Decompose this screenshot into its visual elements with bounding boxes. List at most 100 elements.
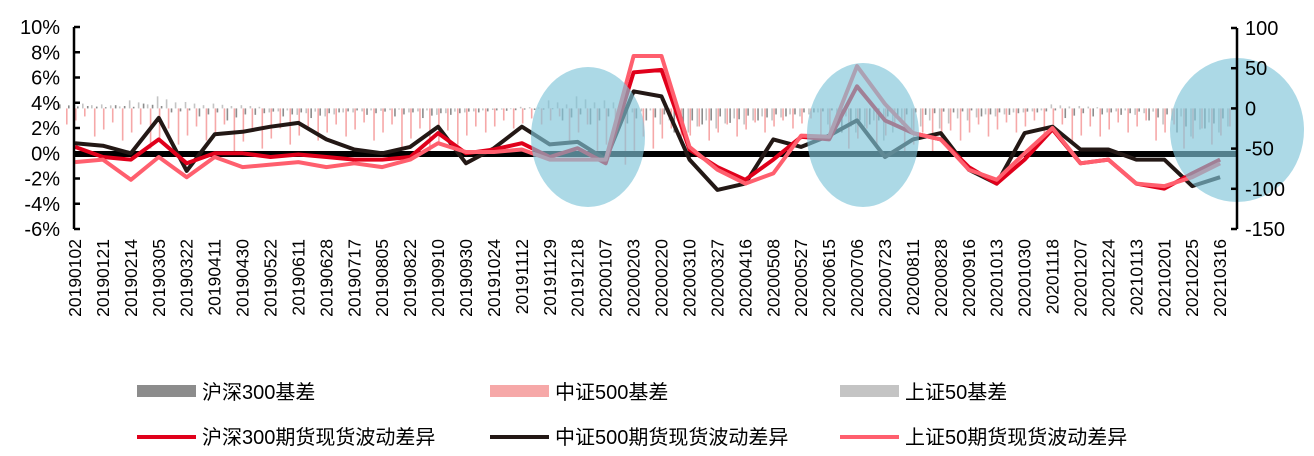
- basis-bar: [184, 101, 187, 109]
- right-tick-label: 100: [1245, 18, 1278, 40]
- basis-bar: [509, 108, 512, 110]
- basis-bar: [961, 108, 964, 112]
- basis-bar: [272, 108, 275, 112]
- basis-bar: [495, 108, 498, 111]
- basis-bar: [1099, 108, 1102, 137]
- basis-bar: [139, 108, 142, 125]
- series-line-1: [74, 89, 1221, 192]
- left-tick-label: -2%: [24, 169, 60, 191]
- basis-bar: [652, 108, 655, 149]
- left-tick-label: 6%: [31, 68, 60, 90]
- legend-swatch-bar: [840, 385, 899, 397]
- basis-bar: [305, 108, 308, 114]
- left-tick-label: 8%: [31, 42, 60, 64]
- x-tick-label: 20190522: [261, 239, 281, 317]
- basis-bar: [701, 108, 703, 125]
- basis-bar: [384, 108, 386, 112]
- basis-bar: [254, 108, 257, 115]
- basis-bar: [244, 108, 247, 115]
- basis-bar: [994, 108, 997, 117]
- basis-bar: [401, 108, 403, 149]
- basis-bar: [640, 108, 643, 112]
- basis-bar: [952, 108, 955, 113]
- x-tick-label: 20200107: [596, 239, 616, 317]
- basis-bar: [174, 102, 177, 109]
- basis-bar: [782, 108, 784, 121]
- basis-bar: [314, 108, 317, 112]
- basis-bar: [500, 108, 503, 110]
- basis-bar: [223, 108, 226, 125]
- basis-bar: [242, 108, 245, 142]
- basis-bar: [270, 108, 273, 139]
- x-tick-label: 20190930: [456, 239, 476, 317]
- basis-bar: [710, 108, 712, 121]
- basis-bar: [519, 106, 522, 109]
- basis-bar: [1003, 108, 1006, 115]
- basis-bar: [1148, 108, 1150, 121]
- basis-bar: [757, 108, 759, 121]
- volatility-lines: [74, 54, 1221, 192]
- basis-bar: [493, 108, 496, 127]
- basis-bar: [1052, 108, 1055, 133]
- basis-bar: [717, 108, 719, 133]
- series-line-0: [74, 67, 1221, 191]
- basis-bar: [486, 108, 489, 112]
- x-tick-label: 20190102: [65, 239, 85, 317]
- left-tick-label: -6%: [24, 219, 60, 241]
- basis-bar: [291, 108, 294, 115]
- basis-bar: [380, 108, 382, 111]
- basis-bar: [226, 108, 229, 121]
- basis-bar: [186, 108, 189, 136]
- basis-bar: [947, 108, 950, 124]
- x-tick-label: 20200203: [624, 239, 644, 317]
- basis-bar: [715, 108, 717, 129]
- x-tick-label: 20210316: [1210, 239, 1230, 317]
- basis-bar: [459, 108, 461, 114]
- basis-bar: [1064, 108, 1067, 119]
- basis-bar: [789, 108, 791, 115]
- basis-bar: [931, 108, 934, 153]
- basis-bar: [1115, 108, 1118, 112]
- basis-bar: [942, 108, 945, 112]
- basis-bar: [249, 105, 252, 109]
- basis-bar: [975, 108, 978, 118]
- legend-label: 沪深300基差: [202, 381, 315, 404]
- series-line-2: [74, 54, 1221, 189]
- basis-bar: [473, 108, 475, 112]
- basis-bar: [771, 108, 773, 121]
- left-tick-label: 10%: [20, 17, 60, 39]
- basis-bar: [689, 108, 692, 136]
- basis-bar: [754, 108, 756, 123]
- x-tick-label: 20190822: [400, 239, 420, 317]
- x-tick-label: 20200220: [652, 239, 672, 317]
- basis-bar: [77, 106, 79, 109]
- basis-bar: [426, 108, 428, 111]
- basis-bar: [345, 108, 347, 137]
- left-tick-label: 4%: [31, 93, 60, 115]
- basis-bar: [502, 108, 505, 121]
- legend-label: 中证500期货现货波动差异: [555, 426, 788, 449]
- basis-bar: [1120, 108, 1122, 115]
- basis-bar: [114, 105, 117, 109]
- basis-bar: [966, 108, 969, 121]
- basis-bar: [328, 108, 330, 114]
- basis-bar: [528, 107, 531, 109]
- basis-bar: [1092, 108, 1095, 117]
- basis-bar: [743, 108, 745, 125]
- highlight-ellipse: [531, 67, 645, 207]
- basis-bar: [659, 108, 662, 125]
- basis-bar: [277, 108, 280, 112]
- basis-bar: [82, 103, 84, 109]
- basis-bar: [521, 108, 524, 124]
- basis-bar: [987, 108, 990, 137]
- basis-bar: [410, 108, 412, 139]
- basis-bar: [1080, 108, 1083, 136]
- basis-bar: [1061, 108, 1064, 125]
- basis-bar: [724, 108, 726, 124]
- basis-bar: [705, 108, 708, 121]
- basis-bar: [361, 108, 363, 112]
- basis-bar: [785, 108, 787, 117]
- basis-bar: [773, 108, 775, 127]
- basis-bar: [949, 108, 952, 131]
